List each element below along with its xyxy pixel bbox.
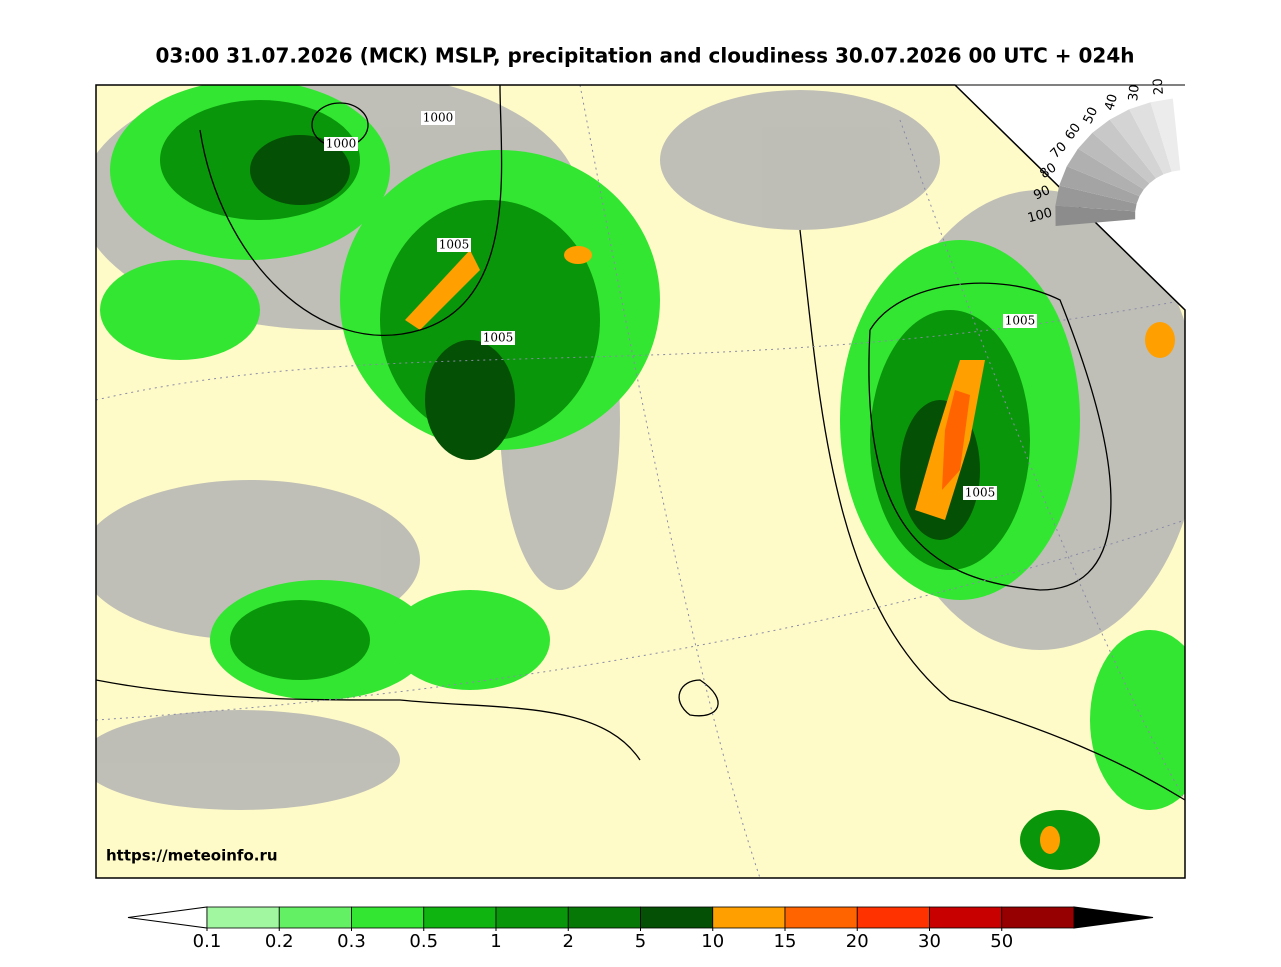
- colorbar-tick-label: 20: [846, 931, 869, 952]
- cloudiness-swatch: [1055, 185, 1137, 212]
- colorbar-swatch: [278, 906, 352, 929]
- colorbar-swatch: [1001, 906, 1075, 929]
- colorbar-swatch: [567, 906, 641, 929]
- cloudiness-swatch: [1055, 205, 1136, 226]
- cloudiness-label: 20: [1151, 78, 1167, 96]
- cloudiness-label: 50: [1081, 105, 1102, 126]
- cloudiness-swatch: [1129, 102, 1172, 175]
- map-title: 03:00 31.07.2026 (MCK) MSLP, precipitati…: [155, 44, 1134, 68]
- isobar-label: 1005: [1005, 314, 1036, 328]
- colorbar-over: [1073, 906, 1154, 929]
- colorbar-tick-label: 0.5: [409, 931, 438, 952]
- isobar-label: 1000: [423, 111, 454, 125]
- colorbar-swatch: [206, 906, 280, 929]
- cloudiness-label: 30: [1126, 84, 1142, 102]
- isobar-label: 1005: [483, 331, 514, 345]
- colorbar-tick-label: 5: [635, 931, 646, 952]
- cloudiness-swatch: [1109, 109, 1164, 179]
- cloudiness-swatch: [1078, 132, 1150, 190]
- colorbar-tick-label: 15: [774, 931, 797, 952]
- colorbar: 0.1 0.2 0.3 0.5 1 2 5 10 15 20 30 50: [127, 906, 1154, 952]
- colorbar-tick-label: 50: [990, 931, 1013, 952]
- map-area: [96, 85, 1185, 878]
- colorbar-under: [127, 906, 208, 929]
- colorbar-tick-label: 0.3: [337, 931, 366, 952]
- cloudiness-label: 70: [1048, 139, 1070, 161]
- colorbar-swatch: [351, 906, 425, 929]
- colorbar-swatch: [640, 906, 714, 929]
- cloudiness-swatch: [1059, 166, 1140, 204]
- isobar-label-bg: [437, 238, 471, 252]
- colorbar-tick-label: 10: [701, 931, 724, 952]
- watermark: https://meteoinfo.ru: [106, 847, 278, 865]
- colorbar-tick-label: 1: [490, 931, 501, 952]
- colorbar-swatch: [495, 906, 569, 929]
- cloudiness-label: 90: [1031, 183, 1052, 204]
- cloudiness-swatch: [1066, 148, 1144, 197]
- isobar-label: 1005: [439, 238, 470, 252]
- map-frame: [95, 84, 1186, 879]
- cloudiness-swatch: [1092, 119, 1156, 184]
- isobar-label-bg: [324, 137, 358, 151]
- isobar-label: 1000: [326, 137, 357, 151]
- cloudiness-label: 40: [1102, 92, 1121, 112]
- cloudiness-swatch: [1150, 98, 1181, 172]
- colorbar-tick-label: 2: [563, 931, 574, 952]
- colorbar-swatch: [929, 906, 1003, 929]
- colorbar-tick-label: 30: [918, 931, 941, 952]
- colorbar-swatch: [856, 906, 930, 929]
- isobar-label-bg: [421, 111, 455, 125]
- isobar-label-bg: [481, 331, 515, 345]
- colorbar-swatch: [712, 906, 786, 929]
- colorbar-swatch: [784, 906, 858, 929]
- cloudiness-label: 60: [1062, 121, 1084, 143]
- colorbar-tick-label: 0.1: [193, 931, 222, 952]
- isobar-label-bg: [963, 486, 997, 500]
- isobar-labels: 1000 1000 1005 1005 1005 1005: [324, 111, 1037, 500]
- cloudiness-label: 100: [1026, 206, 1054, 227]
- colorbar-swatch: [423, 906, 497, 929]
- isobar-label: 1005: [965, 486, 996, 500]
- isobar-label-bg: [1003, 314, 1037, 328]
- colorbar-tick-label: 0.2: [265, 931, 294, 952]
